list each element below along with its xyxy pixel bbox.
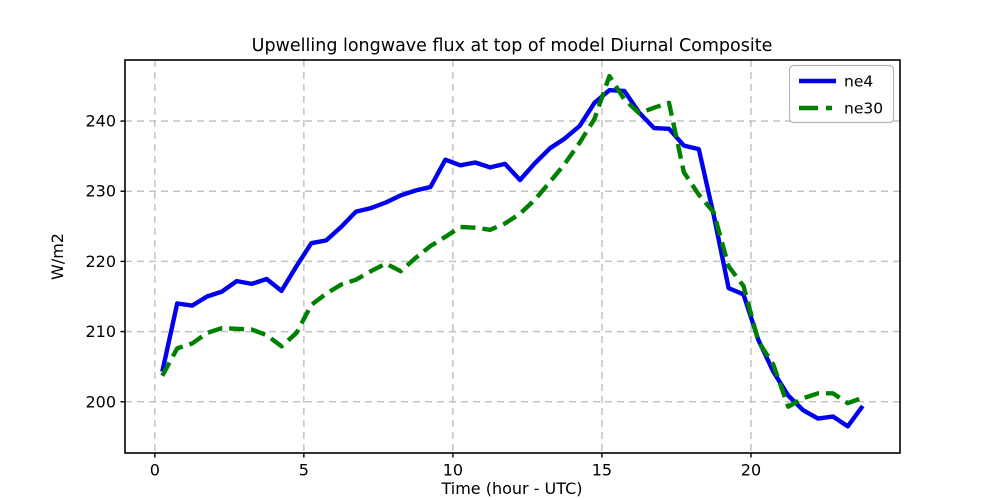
x-tick-label: 10 [443, 461, 463, 480]
x-tick-label: 20 [741, 461, 761, 480]
gridlines [125, 60, 900, 453]
series-line-ne30 [160, 73, 864, 409]
x-axis-label: Time (hour - UTC) [440, 479, 582, 498]
plot-border [124, 59, 901, 454]
y-tick-label: 220 [85, 252, 116, 271]
y-tick-label: 230 [85, 182, 116, 201]
y-tick-label: 240 [85, 112, 116, 131]
x-tick-label: 15 [592, 461, 612, 480]
y-tick-labels: 200 210 220 230 240 [85, 112, 116, 412]
y-tick-label: 210 [85, 322, 116, 341]
chart-title: Upwelling longwave flux at top of model … [252, 36, 773, 56]
series-line-ne4 [160, 87, 865, 429]
y-tick-label: 200 [85, 392, 116, 411]
x-tick-labels: 0 5 10 15 20 [150, 461, 761, 480]
legend: ne4 ne30 [788, 64, 895, 124]
legend-label-ne4: ne4 [844, 73, 873, 91]
axis-ticks [120, 120, 752, 458]
y-axis-label: W/m2 [48, 233, 67, 280]
x-tick-label: 0 [150, 461, 160, 480]
x-tick-label: 5 [299, 461, 309, 480]
legend-label-ne30: ne30 [844, 100, 883, 118]
